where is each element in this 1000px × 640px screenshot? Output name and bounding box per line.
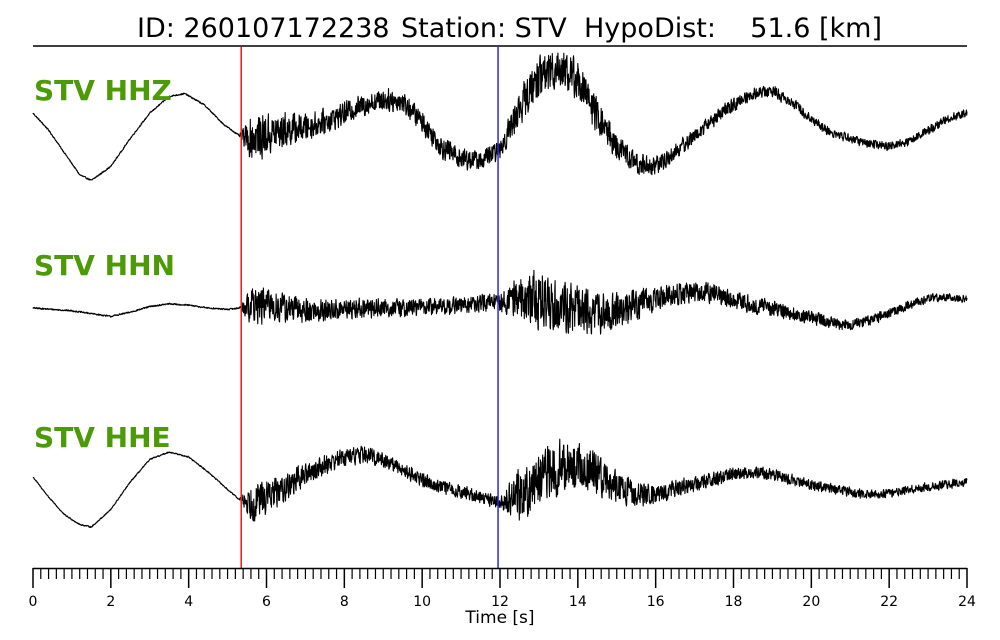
x-tick-label: 14 <box>569 594 587 610</box>
channel-label-hhz: STV HHZ <box>34 74 172 107</box>
x-tick-label: 16 <box>647 594 665 610</box>
station-title: Station: STV <box>401 13 567 44</box>
x-tick-label: 10 <box>413 594 431 610</box>
x-tick-label: 0 <box>29 594 38 610</box>
channel-label-hhn: STV HHN <box>34 249 175 282</box>
event-id-title: ID: 260107172238 <box>137 13 390 44</box>
x-tick-label: 6 <box>262 594 271 610</box>
x-tick-label: 4 <box>184 594 193 610</box>
phase-picks <box>240 47 499 568</box>
x-tick-label: 18 <box>725 594 743 610</box>
waveform-traces <box>32 52 968 529</box>
channel-labels: STV HHZ STV HHN STV HHE <box>34 74 175 454</box>
hypodist-title: HypoDist: 51.6 [km] <box>584 13 882 44</box>
x-tick-label: 12 <box>491 594 509 610</box>
channel-label-hhe: STV HHE <box>34 421 171 454</box>
waveform-trace-hhe <box>32 438 968 529</box>
x-tick-label: 2 <box>106 594 115 610</box>
time-axis: 0 2 4 6 8 10 12 14 16 18 20 22 24 <box>29 567 976 610</box>
x-tick-label: 20 <box>802 594 820 610</box>
x-tick-label: 8 <box>340 594 349 610</box>
x-tick-label: 22 <box>880 594 898 610</box>
waveform-trace-hhz <box>32 52 968 181</box>
x-tick-label: 24 <box>958 594 976 610</box>
x-axis-label: Time [s] <box>464 608 534 628</box>
waveform-trace-hhn <box>32 269 968 335</box>
